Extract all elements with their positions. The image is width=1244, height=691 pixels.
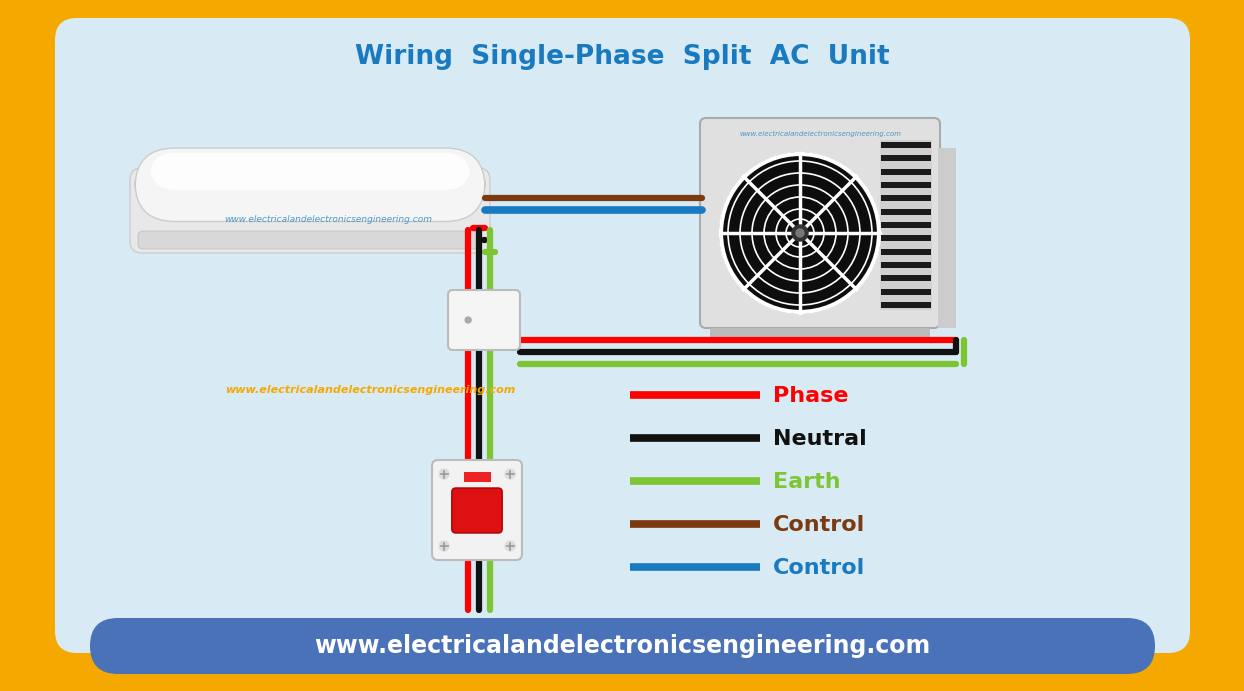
FancyBboxPatch shape: [138, 231, 481, 249]
Bar: [881, 209, 931, 215]
FancyBboxPatch shape: [151, 153, 470, 190]
Circle shape: [505, 541, 515, 551]
Circle shape: [792, 225, 809, 241]
Circle shape: [439, 541, 449, 551]
Bar: [881, 155, 931, 161]
Text: www.electricalandelectronicsengineering.com: www.electricalandelectronicsengineering.…: [224, 215, 432, 224]
Text: Neutral: Neutral: [773, 429, 867, 449]
Text: Control: Control: [773, 558, 866, 578]
Bar: [881, 289, 931, 294]
Circle shape: [720, 153, 880, 313]
Bar: [881, 275, 931, 281]
Text: www.electricalandelectronicsengineering.com: www.electricalandelectronicsengineering.…: [739, 131, 901, 137]
Text: Wiring  Single-Phase  Split  AC  Unit: Wiring Single-Phase Split AC Unit: [355, 44, 889, 70]
FancyBboxPatch shape: [131, 168, 490, 253]
Bar: [881, 169, 931, 175]
Bar: [881, 222, 931, 228]
Text: Phase: Phase: [773, 386, 848, 406]
Circle shape: [505, 469, 515, 479]
Circle shape: [439, 469, 449, 479]
FancyBboxPatch shape: [700, 118, 940, 328]
Text: www.electricalandelectronicsengineering.com: www.electricalandelectronicsengineering.…: [313, 634, 931, 658]
Bar: [881, 302, 931, 308]
Bar: [881, 196, 931, 201]
FancyBboxPatch shape: [136, 148, 485, 222]
Bar: [881, 249, 931, 255]
Bar: [881, 182, 931, 188]
FancyBboxPatch shape: [432, 460, 522, 560]
Text: Earth: Earth: [773, 472, 841, 492]
FancyBboxPatch shape: [448, 290, 520, 350]
Bar: [710, 328, 931, 340]
FancyBboxPatch shape: [55, 18, 1191, 653]
Bar: [881, 262, 931, 268]
Circle shape: [796, 229, 804, 237]
Bar: [464, 472, 490, 482]
FancyBboxPatch shape: [90, 618, 1154, 674]
Circle shape: [465, 317, 471, 323]
Text: Control: Control: [773, 515, 866, 535]
Bar: [881, 142, 931, 148]
Bar: [880, 140, 932, 310]
Bar: [938, 148, 955, 328]
FancyBboxPatch shape: [452, 488, 503, 533]
Bar: [881, 236, 931, 241]
Text: www.electricalandelectronicsengineering.com: www.electricalandelectronicsengineering.…: [225, 385, 515, 395]
